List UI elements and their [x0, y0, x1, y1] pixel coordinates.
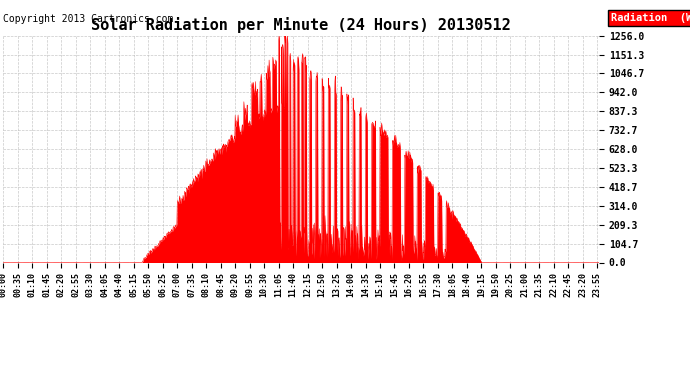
Text: Copyright 2013 Cartronics.com: Copyright 2013 Cartronics.com [3, 14, 174, 24]
Title: Solar Radiation per Minute (24 Hours) 20130512: Solar Radiation per Minute (24 Hours) 20… [91, 17, 511, 33]
Text: Radiation  (W/m2): Radiation (W/m2) [611, 13, 690, 23]
